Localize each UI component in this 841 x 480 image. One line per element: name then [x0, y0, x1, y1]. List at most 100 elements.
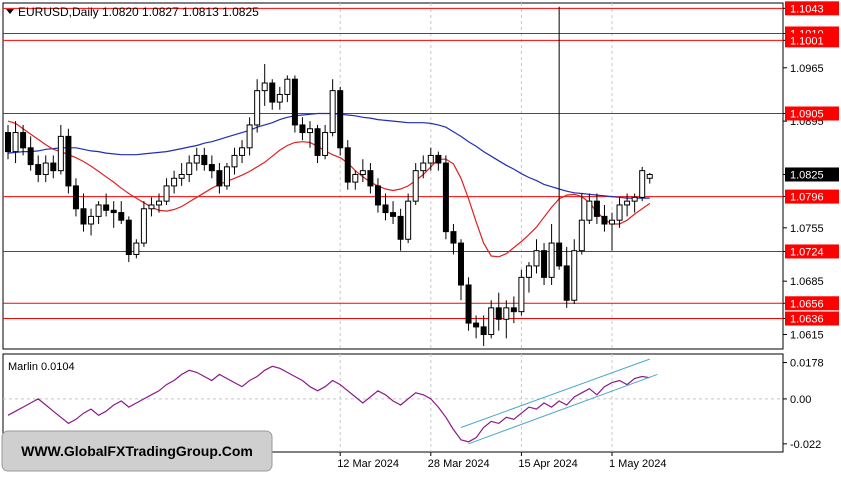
candle-body: [525, 265, 532, 278]
candle-body: [193, 154, 200, 164]
candle-body: [578, 219, 585, 252]
level-price-label: 1.0796: [790, 192, 824, 204]
candle-body: [246, 124, 253, 149]
candle-body: [269, 82, 276, 103]
candle-body: [208, 164, 215, 172]
candle-body: [42, 162, 49, 175]
candle-body: [133, 242, 140, 255]
candle-body: [284, 78, 291, 95]
oscillator-y-label: 0.0178: [790, 358, 824, 370]
oscillator-title: Marlin 0.0104: [8, 361, 75, 373]
candle-body: [390, 212, 397, 217]
candle-body: [450, 231, 457, 244]
candle-body: [337, 90, 344, 149]
y-tick-label: 1.0755: [790, 223, 824, 235]
marlin-line: [7, 365, 650, 443]
moving-average-fast: [7, 120, 651, 258]
candle-body: [103, 204, 110, 211]
chart-title: EURUSD,Daily 1.0820 1.0827 1.0813 1.0825: [18, 5, 259, 19]
candle-body: [20, 132, 27, 149]
level-price-label: 1.0656: [790, 298, 824, 310]
candle-body: [488, 307, 495, 336]
candle-body: [593, 200, 600, 217]
y-tick-label: 1.0965: [790, 63, 824, 75]
level-price-label: 1.1001: [790, 35, 824, 47]
candle-body: [518, 276, 525, 313]
candle-body: [88, 215, 95, 225]
oscillator-y-label: 0.00: [790, 394, 811, 406]
x-tick-label: 28 Mar 2024: [428, 458, 490, 470]
candle-body: [435, 154, 442, 164]
candle-body: [571, 250, 578, 301]
candle-body: [110, 209, 117, 214]
candle-body: [65, 135, 72, 187]
level-price-label: 1.1043: [790, 3, 824, 15]
candle-body: [563, 265, 570, 301]
candle-body: [329, 90, 336, 134]
candle-body: [223, 166, 230, 187]
candle-body: [239, 147, 246, 156]
candle-body: [140, 208, 147, 244]
candle-body: [397, 215, 404, 240]
candle-body: [307, 128, 313, 134]
level-price-label: 1.0905: [790, 109, 824, 121]
candle-body: [352, 173, 359, 183]
candle-body: [322, 132, 329, 156]
watermark-text: WWW.GlobalFXTradingGroup.Com: [21, 443, 253, 459]
candle-body: [314, 128, 321, 156]
candle-body: [216, 170, 223, 187]
candle-body: [473, 322, 480, 328]
candle-body: [548, 242, 555, 278]
candle-body: [442, 162, 449, 233]
candle-body: [5, 132, 11, 153]
candle-body: [359, 170, 366, 175]
watermark-box: [1, 430, 273, 472]
x-tick-label: 1 May 2024: [609, 458, 666, 470]
candle-body: [646, 173, 653, 179]
candle-body: [186, 162, 193, 175]
candle-body: [35, 164, 42, 175]
candle-body: [367, 170, 374, 187]
candle-body: [80, 208, 87, 225]
y-tick-label: 1.0895: [790, 116, 824, 128]
candle-body: [276, 93, 283, 103]
candle-body: [382, 204, 389, 214]
candle-body: [639, 170, 646, 198]
candle-body: [601, 215, 608, 225]
candle-body: [201, 154, 208, 166]
candle-body: [541, 250, 548, 278]
y-tick-label: 1.0685: [790, 276, 824, 288]
candle-body: [405, 200, 412, 240]
candle-body: [458, 242, 464, 286]
candle-body: [556, 242, 563, 267]
candle-body: [427, 154, 434, 164]
candle-body: [12, 132, 19, 153]
candle-body: [624, 200, 631, 206]
candle-body: [344, 147, 351, 183]
candle-body: [261, 82, 268, 92]
candle-body: [72, 185, 79, 210]
candle-body: [503, 307, 510, 320]
current-price-box: [785, 167, 839, 182]
level-price-box: [785, 1, 839, 16]
candle-body: [57, 135, 64, 172]
candle-body: [50, 162, 57, 172]
candle-body: [495, 307, 502, 320]
level-price-box: [785, 296, 839, 311]
level-price-label: 1.0724: [790, 246, 824, 258]
x-tick-label: 12 Mar 2024: [337, 458, 399, 470]
y-tick-label: 1.0615: [790, 330, 824, 342]
candle-body: [291, 78, 298, 126]
level-price-box: [785, 33, 839, 48]
current-price-label: 1.0825: [790, 169, 824, 181]
candle-body: [148, 204, 155, 210]
candle-body: [27, 147, 34, 166]
candle-body: [510, 307, 517, 313]
channel-trendline: [468, 373, 658, 445]
x-tick-label: 15 Apr 2024: [518, 458, 577, 470]
level-price-box: [785, 189, 839, 204]
candle-body: [178, 173, 185, 179]
candle-body: [95, 204, 102, 217]
candle-body: [420, 162, 427, 172]
candle-body: [609, 219, 615, 225]
